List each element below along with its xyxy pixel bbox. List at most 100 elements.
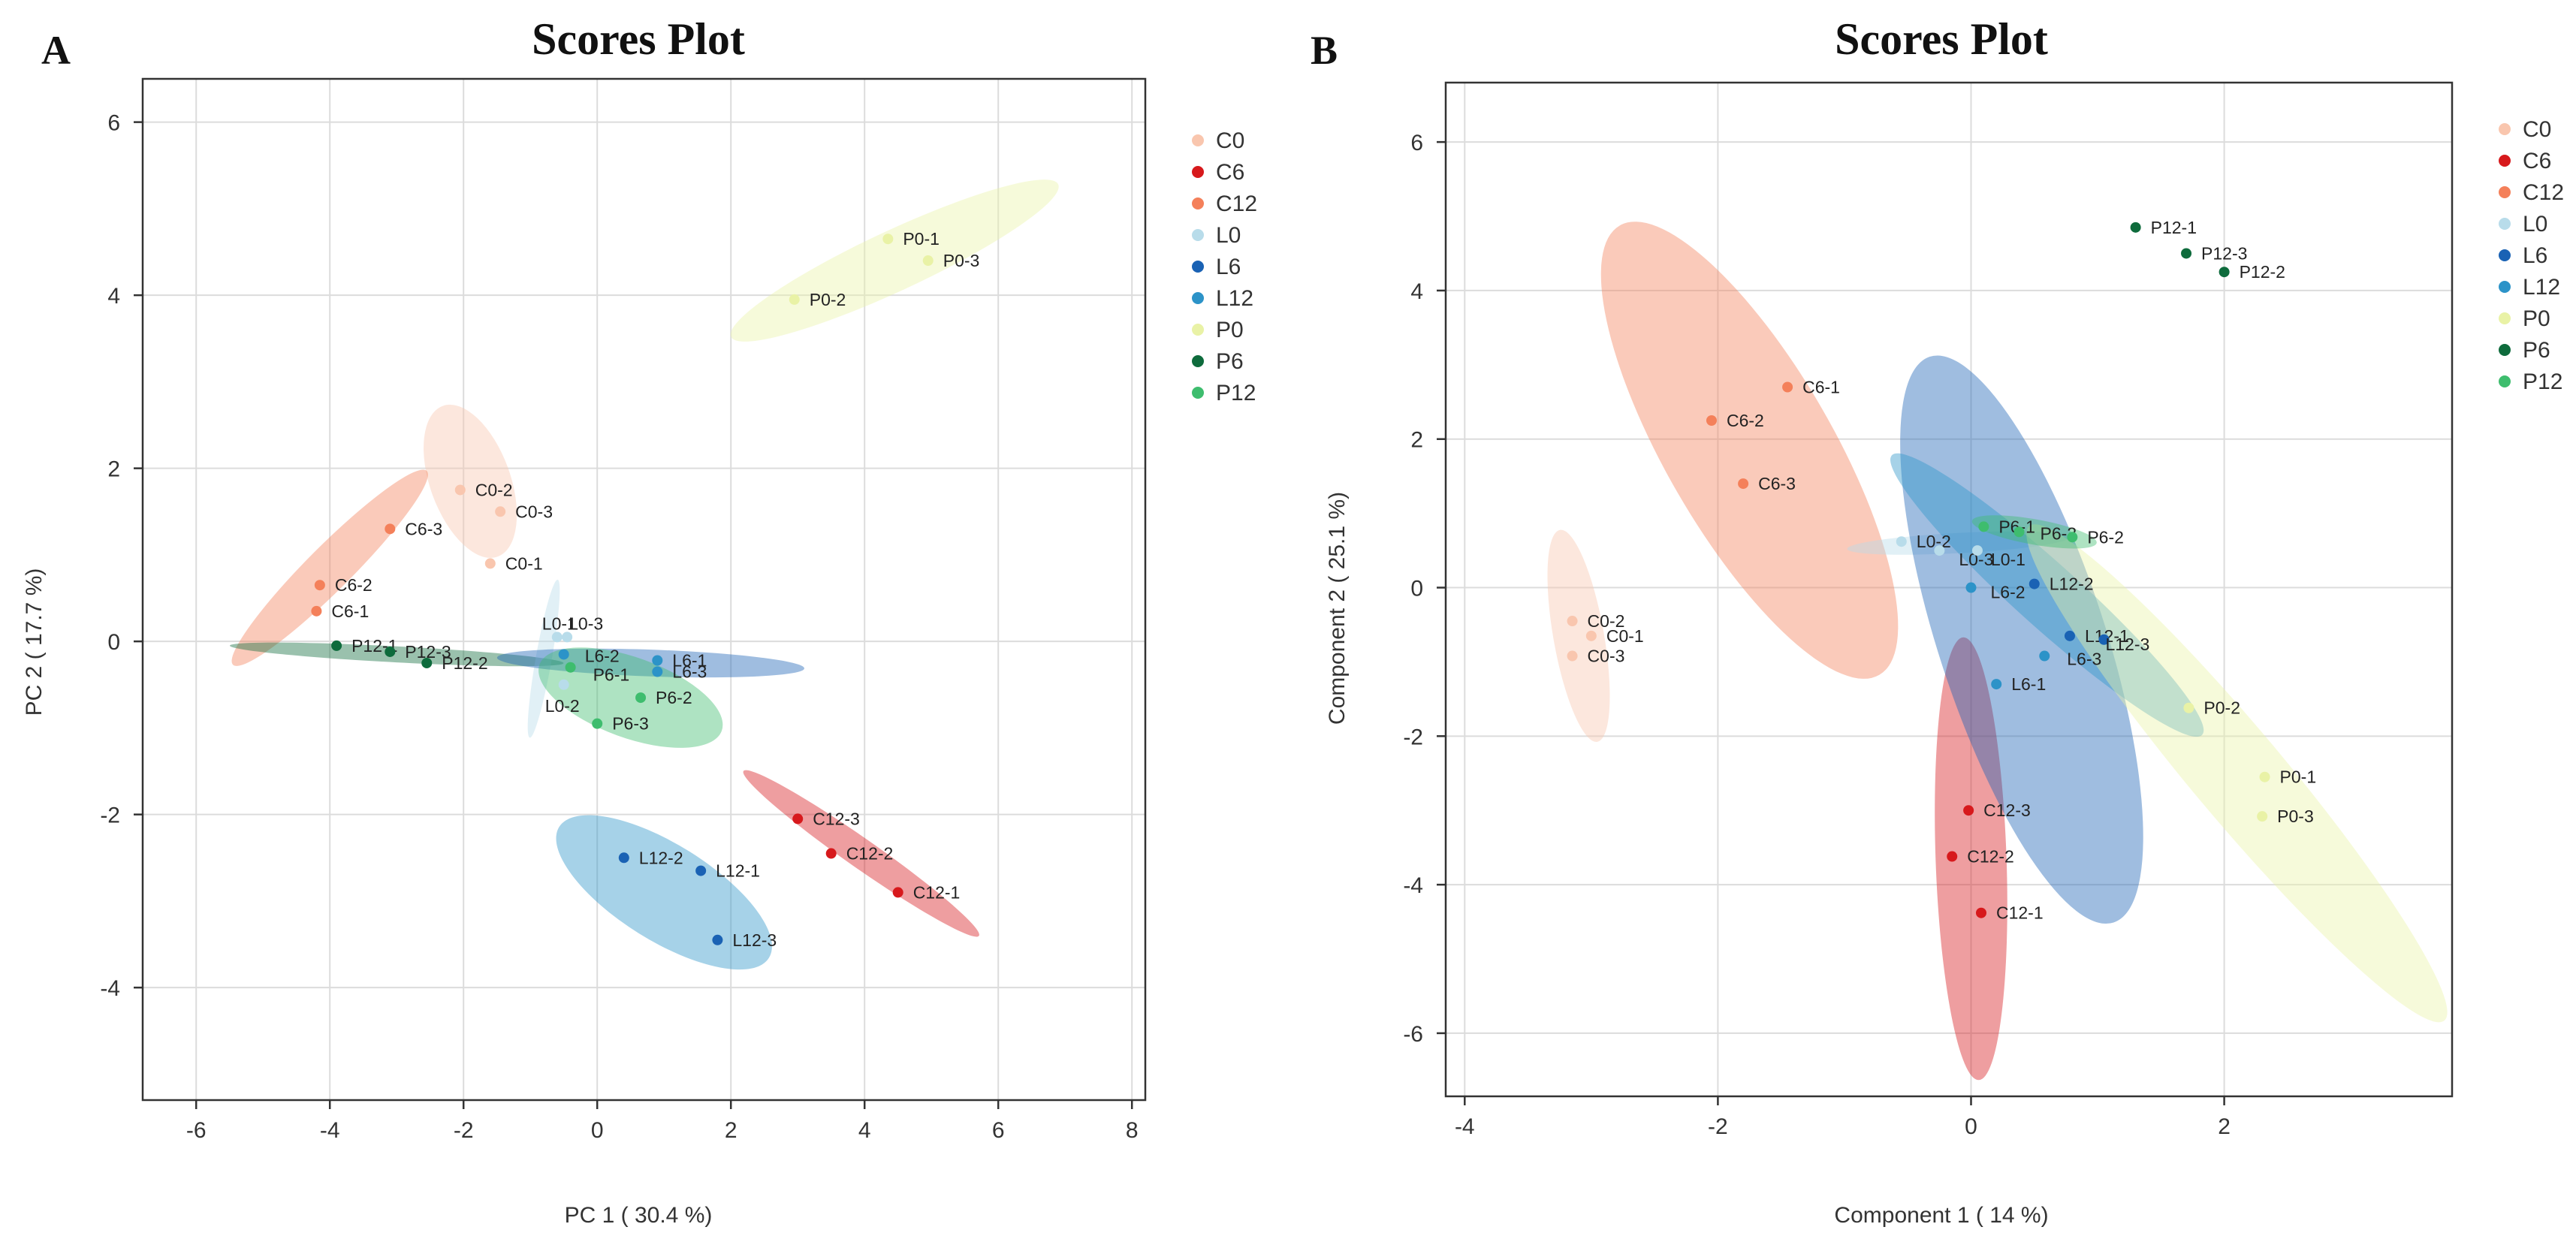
legend-marker-c12 <box>1192 197 1204 210</box>
score-point-c12-2 <box>1947 851 1958 862</box>
legend-marker-c6 <box>2499 155 2511 167</box>
legend-entry-c0: C0 <box>2523 117 2551 142</box>
legend-marker-p0 <box>2499 312 2511 324</box>
plot-frame <box>141 77 1147 1102</box>
score-point-label: P0-2 <box>810 290 846 309</box>
score-point-c6-1 <box>1782 381 1793 393</box>
score-point-c6-2 <box>1706 415 1717 426</box>
score-point-p6-3 <box>2013 526 2025 538</box>
score-point-label: L12-2 <box>2050 574 2094 594</box>
panel-b-y-axis-label: Component 2 ( 25.1 %) <box>1325 492 1350 725</box>
x-tick-label: -4 <box>320 1118 340 1143</box>
x-tick-label: 2 <box>725 1118 738 1143</box>
panel-b: B Scores Plot Component 1 ( 14 %) Compon… <box>1311 14 2049 1228</box>
score-point-label: C12-2 <box>846 844 894 864</box>
score-point-c12-3 <box>792 813 804 825</box>
score-point-p0-1 <box>2259 771 2270 782</box>
legend-entry-c12: C12 <box>2523 180 2564 205</box>
confidence-ellipse-c6 <box>743 770 979 937</box>
score-point-p6-3 <box>592 718 603 729</box>
score-point-p12-2 <box>2219 267 2230 278</box>
score-point-p0-3 <box>922 255 934 267</box>
score-point-label: C0-1 <box>505 553 543 573</box>
legend-entry-l6: L6 <box>2523 243 2547 268</box>
legend-entry-l6: L6 <box>1216 255 1241 279</box>
panel-a-title: Scores Plot <box>532 14 745 64</box>
legend-entry-p12: P12 <box>2523 369 2562 394</box>
score-point-label: C12-2 <box>1967 847 2014 867</box>
score-point-label: P0-2 <box>2203 698 2240 718</box>
score-point-l6-2 <box>558 649 569 660</box>
legend-marker-p12 <box>2499 375 2511 387</box>
score-point-label: L0-1 <box>542 613 577 633</box>
score-point-label: L6-3 <box>672 662 707 681</box>
score-point-label: C12-3 <box>1983 800 2031 820</box>
legend-marker-l6 <box>2499 249 2511 261</box>
legend-marker-l0 <box>2499 218 2511 230</box>
score-point-label: C0-3 <box>1588 647 1625 666</box>
legend-marker-l12 <box>1192 292 1204 304</box>
score-point-p6-2 <box>2067 532 2078 543</box>
score-point-label: P0-3 <box>2277 806 2314 826</box>
x-tick-label: 4 <box>858 1118 871 1143</box>
score-point-l0-1 <box>1971 545 1983 556</box>
legend-marker-l0 <box>1192 229 1204 241</box>
legend-entry-p0: P0 <box>1216 318 1244 342</box>
legend-entry-p12: P12 <box>1216 381 1256 405</box>
score-point-label: L12-2 <box>639 848 683 867</box>
legend-entry-l12: L12 <box>2523 275 2560 300</box>
panel-a-y-axis-label: PC 2 ( 17.7 %) <box>22 568 47 716</box>
y-tick-label: 6 <box>107 111 120 136</box>
score-point-l6-1 <box>652 655 663 666</box>
score-point-c0-3 <box>1567 650 1578 662</box>
confidence-ellipse-p12 <box>1971 515 2097 549</box>
score-point-l6-3 <box>652 666 663 677</box>
y-tick-label: -4 <box>1403 873 1423 898</box>
confidence-ellipse-p12 <box>538 647 723 748</box>
score-point-label: C0-1 <box>1606 626 1644 646</box>
score-point-p0-2 <box>2183 702 2194 713</box>
confidence-ellipse-c12 <box>231 469 428 666</box>
confidence-ellipse-c12 <box>1600 222 1899 679</box>
score-point-c12-2 <box>825 848 837 859</box>
score-point-label: L12-1 <box>716 861 760 881</box>
score-point-p0-1 <box>882 234 894 245</box>
score-point-label: L6-2 <box>585 646 620 665</box>
panel-b-title: Scores Plot <box>1835 14 2048 64</box>
panel-b-legend: C0 C6 C12 L0 L6 L12 P0 P6 P12 <box>2499 117 2564 394</box>
confidence-ellipse-l6 <box>1900 355 2143 924</box>
score-point-label: L0-2 <box>545 696 580 716</box>
confidence-ellipse-c0 <box>424 404 517 558</box>
y-tick-label: 4 <box>1410 279 1423 304</box>
score-point-label: L6-3 <box>2067 650 2101 669</box>
y-tick-label: 2 <box>107 457 120 482</box>
score-point-label: C6-3 <box>1758 474 1796 493</box>
score-point-l12-3 <box>2098 634 2110 645</box>
score-point-p6-1 <box>565 662 576 673</box>
confidence-ellipse-p6 <box>230 642 564 667</box>
score-point-label: L0-1 <box>1991 550 2026 569</box>
score-point-label: C12-3 <box>813 809 860 828</box>
legend-entry-l12: L12 <box>1216 286 1253 311</box>
score-point-c6-2 <box>314 580 325 591</box>
score-point-label: C6-1 <box>1802 377 1840 396</box>
score-point-p0-3 <box>2257 811 2268 822</box>
score-point-label: L6-1 <box>672 651 707 671</box>
score-point-c12-1 <box>892 887 903 898</box>
x-tick-label: -6 <box>186 1118 207 1143</box>
legend-marker-c0 <box>2499 123 2511 135</box>
score-point-l0-1 <box>551 632 563 643</box>
score-point-c0-3 <box>495 506 506 517</box>
x-tick-label: 8 <box>1126 1118 1139 1143</box>
score-point-p12-1 <box>331 640 342 651</box>
score-point-label: L6-2 <box>1990 583 2025 602</box>
score-point-label: C6-2 <box>1727 411 1764 430</box>
y-tick-label: -4 <box>100 976 120 1001</box>
legend-marker-p6 <box>1192 355 1204 367</box>
score-point-c0-1 <box>484 558 496 569</box>
legend-entry-p6: P6 <box>1216 349 1244 374</box>
x-tick-label: 2 <box>2218 1114 2231 1139</box>
score-point-l0-2 <box>1896 536 1907 547</box>
legend-entry-c6: C6 <box>2523 149 2551 173</box>
